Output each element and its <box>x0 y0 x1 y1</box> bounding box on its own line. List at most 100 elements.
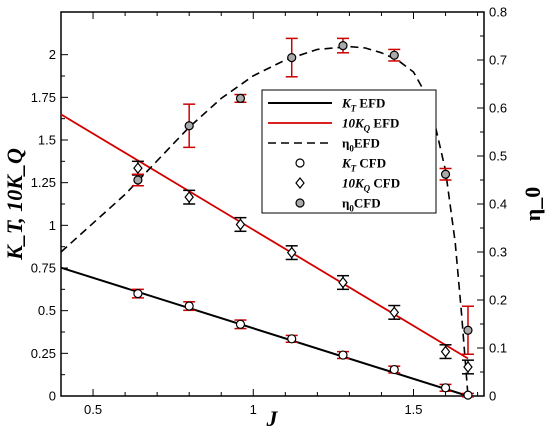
legend-label-main: η <box>342 136 349 151</box>
legend-item: η0CFD <box>295 196 381 214</box>
kq-cfd-marker <box>235 218 246 231</box>
legend-label-sub: T <box>351 104 357 114</box>
kq-cfd-marker <box>286 246 297 259</box>
legend-label: KT EFD <box>341 96 385 114</box>
y2-axis-title: η_0 <box>520 187 545 222</box>
kt-cfd-marker <box>133 289 143 299</box>
y2-tick-label: 0.8 <box>489 5 507 20</box>
legend-label: η0EFD <box>342 136 380 154</box>
kq-cfd-marker <box>389 306 400 319</box>
ticks-layer: 0.5 1 1.5 0 0.25 0.5 0.75 1 1.25 1.5 1.75 2 0 0.1 0.2 0… <box>31 5 507 418</box>
data-point <box>285 245 298 261</box>
x-tick-label: 1 <box>250 402 257 417</box>
y-tick-label: 0.25 <box>31 346 56 361</box>
eta-cfd-marker <box>287 52 297 63</box>
data-point <box>388 364 401 375</box>
legend-label-rest: CFD <box>356 156 386 171</box>
data-point <box>337 274 349 291</box>
data-point <box>439 344 452 360</box>
legend-label: 10KQ EFD <box>342 116 399 134</box>
legend-label-sub: 0 <box>349 144 354 154</box>
legend-label-sub: T <box>351 164 357 174</box>
legend-label-sub: Q <box>364 124 371 134</box>
kt-cfd-marker <box>440 383 451 393</box>
legend-label-sub: 0 <box>349 204 354 214</box>
eta-cfd-marker <box>235 93 246 104</box>
data-point <box>388 304 401 320</box>
legend-kt-marker <box>295 158 305 168</box>
y2-tick-label: 0.3 <box>489 245 507 260</box>
kq-cfd-marker <box>463 361 473 373</box>
eta-cfd-marker <box>184 121 194 131</box>
legend-label-rest: EFD <box>354 136 380 151</box>
data-point <box>285 37 298 78</box>
legend-eta-marker <box>295 198 305 208</box>
x-tick-label: 0.5 <box>84 402 102 417</box>
eta-cfd-marker <box>440 169 451 179</box>
legend-item: η0EFD <box>268 136 380 154</box>
y-tick-label: 0 <box>49 389 56 404</box>
y-tick-label: 0.5 <box>38 303 56 318</box>
legend-label: η0CFD <box>342 196 381 214</box>
legend-label-rest: EFD <box>356 96 385 111</box>
x-axis-title: J <box>266 406 279 431</box>
y2-tick-label: 0.2 <box>489 293 507 308</box>
data-point <box>234 216 247 233</box>
y2-tick-label: 0.1 <box>489 341 507 356</box>
y2-tick-label: 0.6 <box>489 101 507 116</box>
y2-tick-label: 0.5 <box>489 149 507 164</box>
data-point <box>234 93 247 104</box>
eta-cfd-marker <box>338 40 348 51</box>
data-point <box>388 48 401 62</box>
data-point <box>183 301 196 312</box>
y-tick-label: 0.75 <box>31 261 56 276</box>
legend-label-main: K <box>341 156 352 171</box>
y2-tick-label: 0.4 <box>489 197 507 212</box>
legend-item: KT CFD <box>295 156 386 174</box>
data-point <box>337 37 349 54</box>
legend-label: 10KQ CFD <box>342 176 400 194</box>
y-axis-title: K_T, 10K_Q <box>2 148 27 261</box>
legend-item: KT EFD <box>268 96 385 114</box>
legend-item: 10KQ EFD <box>268 116 399 134</box>
y2-tick-label: 0 <box>489 389 496 404</box>
data-point <box>461 305 474 355</box>
eta-cfd-marker <box>133 175 143 185</box>
kt-cfd-marker <box>184 301 194 311</box>
data-point <box>234 319 247 330</box>
kt-cfd-marker <box>338 350 348 360</box>
data-point <box>461 390 474 400</box>
y-tick-label: 1 <box>49 218 56 233</box>
x-tick-label: 1.5 <box>404 402 422 417</box>
data-point <box>183 103 196 149</box>
legend-label: KT CFD <box>341 156 386 174</box>
data-point <box>285 334 298 344</box>
legend-label-main: 10K <box>342 176 365 191</box>
legend-label-main: K <box>341 96 352 111</box>
kq-cfd-marker <box>184 191 194 204</box>
series-line-k-t-efd <box>60 266 469 397</box>
kq-cfd-marker <box>338 276 348 289</box>
kt-cfd-marker <box>389 364 399 375</box>
eta-cfd-marker <box>463 325 473 335</box>
data-point <box>439 167 452 181</box>
legend-label-sub: Q <box>364 184 371 194</box>
y-tick-label: 1.75 <box>31 90 56 105</box>
kt-cfd-marker <box>463 390 473 400</box>
y2-tick-label: 0.7 <box>489 53 507 68</box>
data-point <box>183 189 196 205</box>
eta-cfd-marker <box>389 50 399 60</box>
data-point <box>131 288 144 299</box>
markers-layer <box>131 37 474 400</box>
kq-cfd-marker <box>133 162 143 175</box>
legend-label-rest: CFD <box>354 196 381 211</box>
y-tick-label: 2 <box>49 47 56 62</box>
legend-label-rest: EFD <box>370 116 399 131</box>
kq-cfd-marker <box>440 345 451 358</box>
data-point <box>439 383 452 393</box>
legend-label-main: 10K <box>342 116 365 131</box>
legend-label-rest: CFD <box>370 176 400 191</box>
legend-kq-marker <box>295 177 305 189</box>
y-tick-label: 1.5 <box>38 133 56 148</box>
